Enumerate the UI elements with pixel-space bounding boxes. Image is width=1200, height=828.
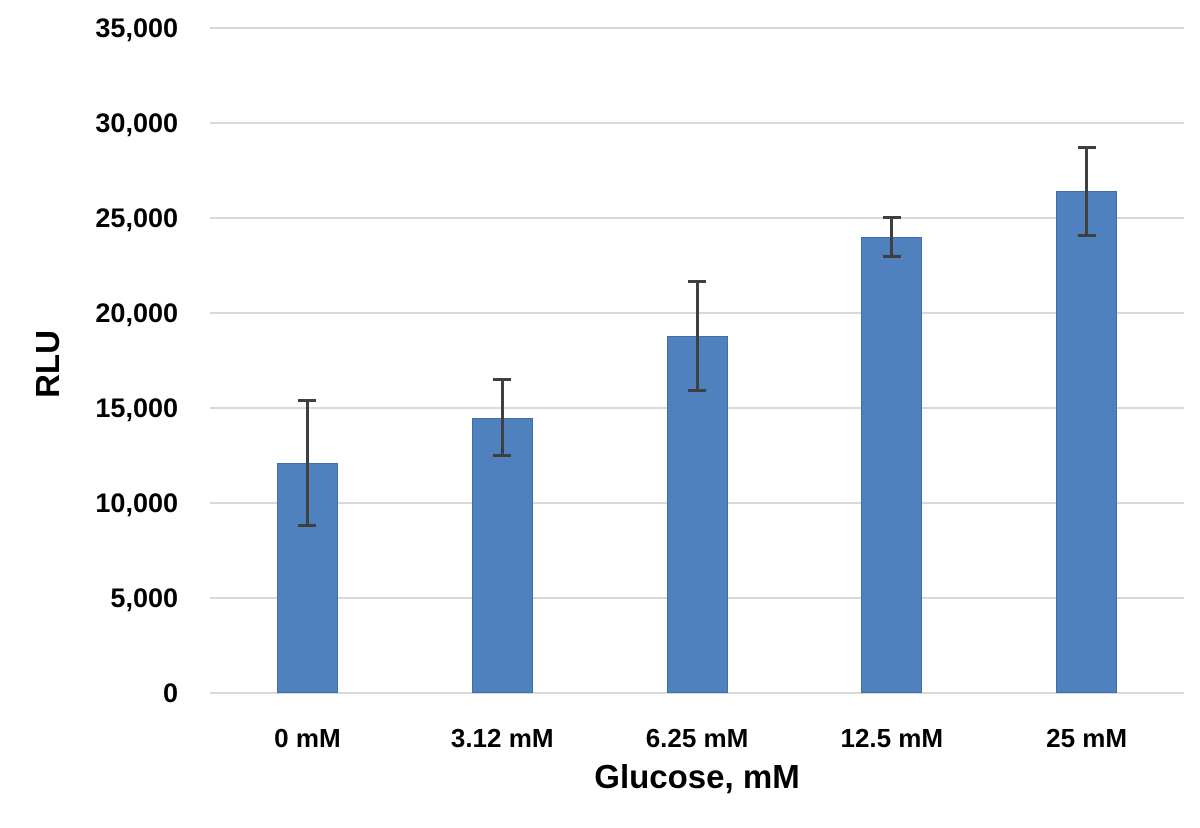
x-axis-tick-label: 12.5 mM: [840, 723, 944, 753]
error-bar-top-cap: [493, 378, 512, 382]
bar: [666, 335, 728, 693]
error-bar-stem: [500, 380, 504, 455]
error-bar-bottom-cap: [1077, 234, 1096, 238]
x-axis-tick-label: 6.25 mM: [645, 723, 749, 753]
x-axis-tick-label: 25 mM: [1046, 723, 1128, 753]
y-axis-tick-label: 0: [162, 678, 178, 708]
error-bar-bottom-cap: [298, 523, 317, 527]
error-bar-bottom-cap: [688, 388, 706, 392]
gridline: [210, 27, 1184, 29]
y-axis-tick-label: 10,000: [95, 488, 178, 518]
x-axis-tick-label: 3.12 mM: [450, 723, 554, 753]
error-bar-top-cap: [882, 216, 901, 219]
y-axis-tick-label: 20,000: [95, 298, 178, 328]
y-axis-tick-label: 30,000: [95, 108, 178, 138]
y-axis-tick-label: 25,000: [95, 203, 178, 233]
error-bar-stem: [305, 401, 309, 525]
error-bar-stem: [695, 281, 699, 390]
x-axis-line: [210, 692, 1184, 694]
error-bar-top-cap: [688, 279, 706, 283]
error-bar-top-cap: [298, 399, 317, 403]
error-bar-bottom-cap: [882, 255, 901, 258]
error-bar-top-cap: [1077, 145, 1096, 149]
bar: [471, 417, 533, 693]
y-axis-tick-label: 35,000: [95, 13, 178, 43]
bar: [1056, 191, 1118, 693]
gridline: [210, 217, 1184, 219]
error-bar-bottom-cap: [493, 453, 512, 457]
x-axis-tick-label: 0 mM: [274, 723, 341, 753]
error-bar-stem: [1085, 147, 1089, 236]
y-axis-tick-label: 5,000: [110, 583, 178, 613]
y-axis-tick-label: 15,000: [95, 393, 178, 423]
y-axis-title: RLU: [29, 330, 66, 398]
bar: [276, 463, 338, 693]
error-bar-stem: [890, 218, 894, 256]
bar: [861, 237, 923, 693]
gridline: [210, 122, 1184, 124]
x-axis-title: Glucose, mM: [594, 758, 800, 795]
